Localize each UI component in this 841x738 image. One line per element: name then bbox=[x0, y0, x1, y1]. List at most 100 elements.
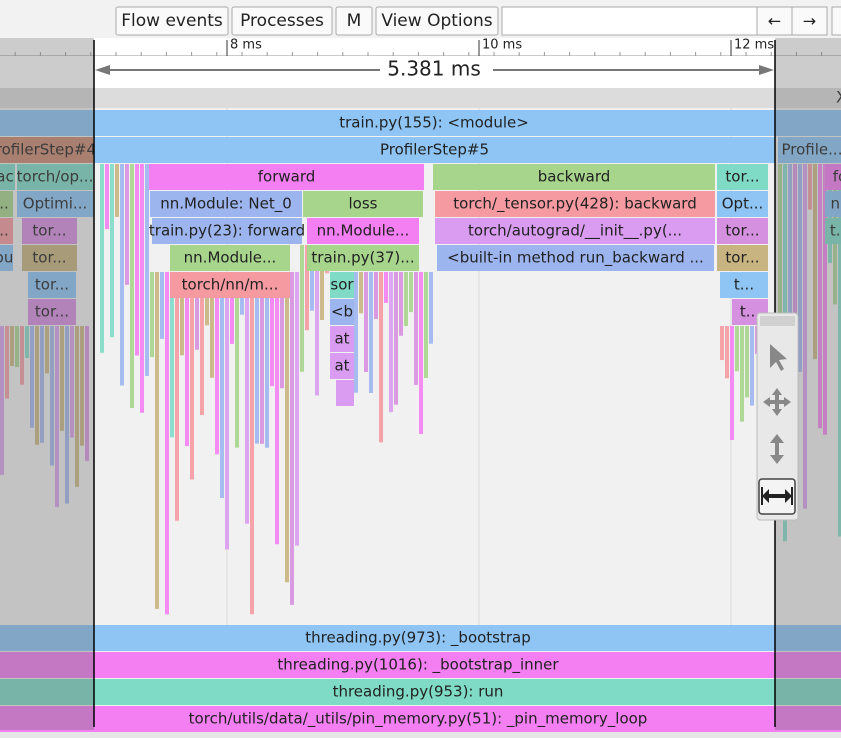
thread-slice[interactable] bbox=[0, 679, 841, 705]
slice[interactable] bbox=[437, 245, 714, 271]
slice bbox=[10, 326, 14, 367]
slice[interactable] bbox=[0, 191, 13, 217]
thread-label: threading.py(953): run bbox=[333, 683, 504, 701]
slice bbox=[180, 272, 184, 356]
slice bbox=[394, 272, 398, 405]
nav-button[interactable] bbox=[791, 6, 828, 36]
slice bbox=[235, 272, 239, 448]
slice[interactable] bbox=[717, 164, 768, 190]
slice-label: backward bbox=[538, 168, 611, 186]
toolbar-button[interactable] bbox=[231, 6, 333, 36]
tool-pan[interactable] bbox=[763, 388, 791, 416]
slice[interactable] bbox=[170, 245, 290, 271]
slice bbox=[359, 272, 363, 314]
slice bbox=[145, 164, 149, 376]
slice bbox=[389, 272, 393, 413]
slice bbox=[115, 164, 119, 217]
slice[interactable] bbox=[17, 164, 93, 190]
slice[interactable] bbox=[778, 137, 841, 163]
slice[interactable] bbox=[720, 272, 768, 298]
slice bbox=[125, 164, 129, 285]
slice bbox=[100, 164, 104, 353]
slice bbox=[45, 326, 49, 374]
slice bbox=[265, 272, 269, 448]
slice[interactable] bbox=[149, 164, 424, 190]
slice bbox=[798, 164, 802, 372]
thread-slice[interactable] bbox=[0, 652, 841, 678]
slice bbox=[5, 326, 9, 399]
slice-label: ProfilerStep#4 bbox=[0, 141, 96, 159]
slice bbox=[190, 272, 194, 480]
search-box[interactable] bbox=[501, 6, 758, 36]
slice bbox=[35, 326, 39, 445]
slice-label: tor... bbox=[725, 168, 759, 186]
range-arrow bbox=[759, 65, 774, 75]
thread-label: torch/utils/data/_utils/pin_memory.py(51… bbox=[189, 710, 648, 729]
slice bbox=[808, 164, 812, 210]
slice bbox=[200, 272, 204, 416]
slice[interactable] bbox=[152, 218, 302, 244]
slice-label: t... bbox=[830, 222, 841, 240]
slice[interactable] bbox=[330, 326, 354, 352]
range-arrow bbox=[95, 65, 110, 75]
slice[interactable] bbox=[17, 191, 93, 217]
slice bbox=[110, 164, 114, 338]
slice[interactable] bbox=[0, 164, 15, 190]
slice[interactable] bbox=[150, 191, 302, 217]
slice[interactable] bbox=[717, 191, 768, 217]
slice bbox=[225, 272, 229, 550]
toolbar-button[interactable] bbox=[335, 6, 373, 36]
ruler bbox=[0, 38, 841, 56]
slice[interactable] bbox=[0, 218, 13, 244]
tool-select[interactable] bbox=[770, 344, 787, 371]
slice bbox=[15, 326, 19, 368]
slice-label: forward bbox=[258, 168, 316, 186]
close-button[interactable]: X bbox=[836, 88, 841, 107]
slice[interactable] bbox=[22, 245, 77, 271]
slice bbox=[195, 272, 199, 350]
thread-slice[interactable] bbox=[0, 625, 841, 651]
slice bbox=[364, 272, 368, 373]
slice[interactable] bbox=[825, 218, 841, 244]
slice[interactable] bbox=[330, 272, 354, 298]
tool-zoom[interactable] bbox=[770, 434, 784, 464]
slice bbox=[399, 272, 403, 336]
slice[interactable] bbox=[0, 245, 13, 271]
slice[interactable] bbox=[825, 164, 841, 190]
slice[interactable] bbox=[0, 110, 841, 136]
slice bbox=[414, 272, 418, 385]
slice[interactable] bbox=[28, 299, 76, 325]
slice[interactable] bbox=[307, 245, 419, 271]
slice bbox=[290, 272, 294, 605]
thread-slice[interactable] bbox=[0, 706, 841, 732]
toolbar-button[interactable] bbox=[831, 6, 841, 36]
slice[interactable] bbox=[330, 353, 354, 379]
slice bbox=[185, 272, 189, 447]
slice[interactable] bbox=[717, 245, 768, 271]
slice-label: ac bbox=[0, 168, 14, 186]
toolbar-button[interactable] bbox=[375, 6, 499, 36]
slice bbox=[725, 326, 729, 379]
slice[interactable] bbox=[303, 191, 423, 217]
slice bbox=[354, 272, 358, 393]
toolbar-button[interactable] bbox=[115, 6, 229, 36]
slice[interactable] bbox=[28, 272, 76, 298]
slice bbox=[250, 272, 254, 615]
slice bbox=[30, 326, 34, 428]
slice[interactable] bbox=[435, 191, 715, 217]
slice[interactable] bbox=[330, 299, 354, 325]
tool-timing bbox=[762, 489, 792, 503]
slice bbox=[285, 272, 289, 583]
slice[interactable] bbox=[307, 218, 419, 244]
slice[interactable] bbox=[22, 218, 77, 244]
slice bbox=[280, 272, 284, 389]
slice[interactable] bbox=[94, 137, 775, 163]
slice[interactable] bbox=[435, 218, 715, 244]
slice[interactable] bbox=[717, 218, 768, 244]
slice[interactable] bbox=[825, 191, 841, 217]
slice[interactable] bbox=[170, 272, 290, 298]
slice[interactable] bbox=[0, 137, 93, 163]
slice[interactable] bbox=[433, 164, 715, 190]
tool-panel bbox=[756, 312, 799, 521]
